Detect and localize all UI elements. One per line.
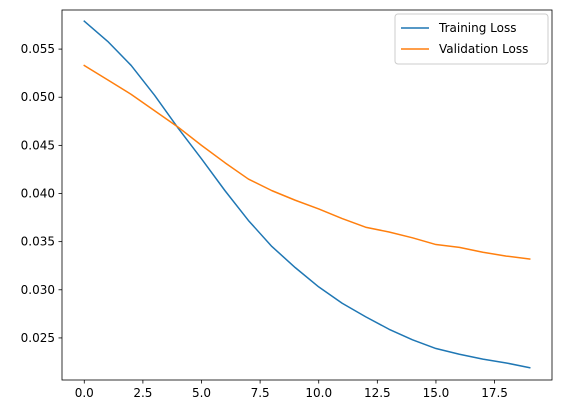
y-tick-label: 0.055 bbox=[21, 42, 55, 56]
series-line-training-loss bbox=[83, 20, 531, 369]
y-tick-label: 0.035 bbox=[21, 235, 55, 249]
x-tick-label: 2.5 bbox=[133, 386, 152, 400]
series-line-validation-loss bbox=[83, 64, 531, 260]
y-tick-label: 0.030 bbox=[21, 283, 55, 297]
legend-label-validation-loss: Validation Loss bbox=[439, 42, 528, 56]
y-tick-label: 0.025 bbox=[21, 331, 55, 345]
plot-area bbox=[83, 20, 531, 369]
y-tick-label: 0.050 bbox=[21, 90, 55, 104]
x-tick-label: 7.5 bbox=[251, 386, 270, 400]
x-tick-label: 17.5 bbox=[481, 386, 508, 400]
legend-box bbox=[394, 13, 549, 65]
legend-label-training-loss: Training Loss bbox=[438, 21, 516, 35]
x-tick-label: 10.0 bbox=[305, 386, 332, 400]
x-tick-label: 12.5 bbox=[364, 386, 391, 400]
x-tick-label: 15.0 bbox=[423, 386, 450, 400]
y-tick-label: 0.040 bbox=[21, 187, 55, 201]
axes: 0.0 2.5 5.0 7.5 10.0 12.5 15.0 17.5 0.025 0.030 0.… bbox=[21, 9, 553, 400]
x-tick-label: 5.0 bbox=[192, 386, 211, 400]
axes-frame bbox=[61, 9, 553, 381]
y-tick-label: 0.045 bbox=[21, 138, 55, 152]
legend: Training Loss Validation Loss bbox=[394, 13, 549, 65]
x-tick-label: 0.0 bbox=[75, 386, 94, 400]
